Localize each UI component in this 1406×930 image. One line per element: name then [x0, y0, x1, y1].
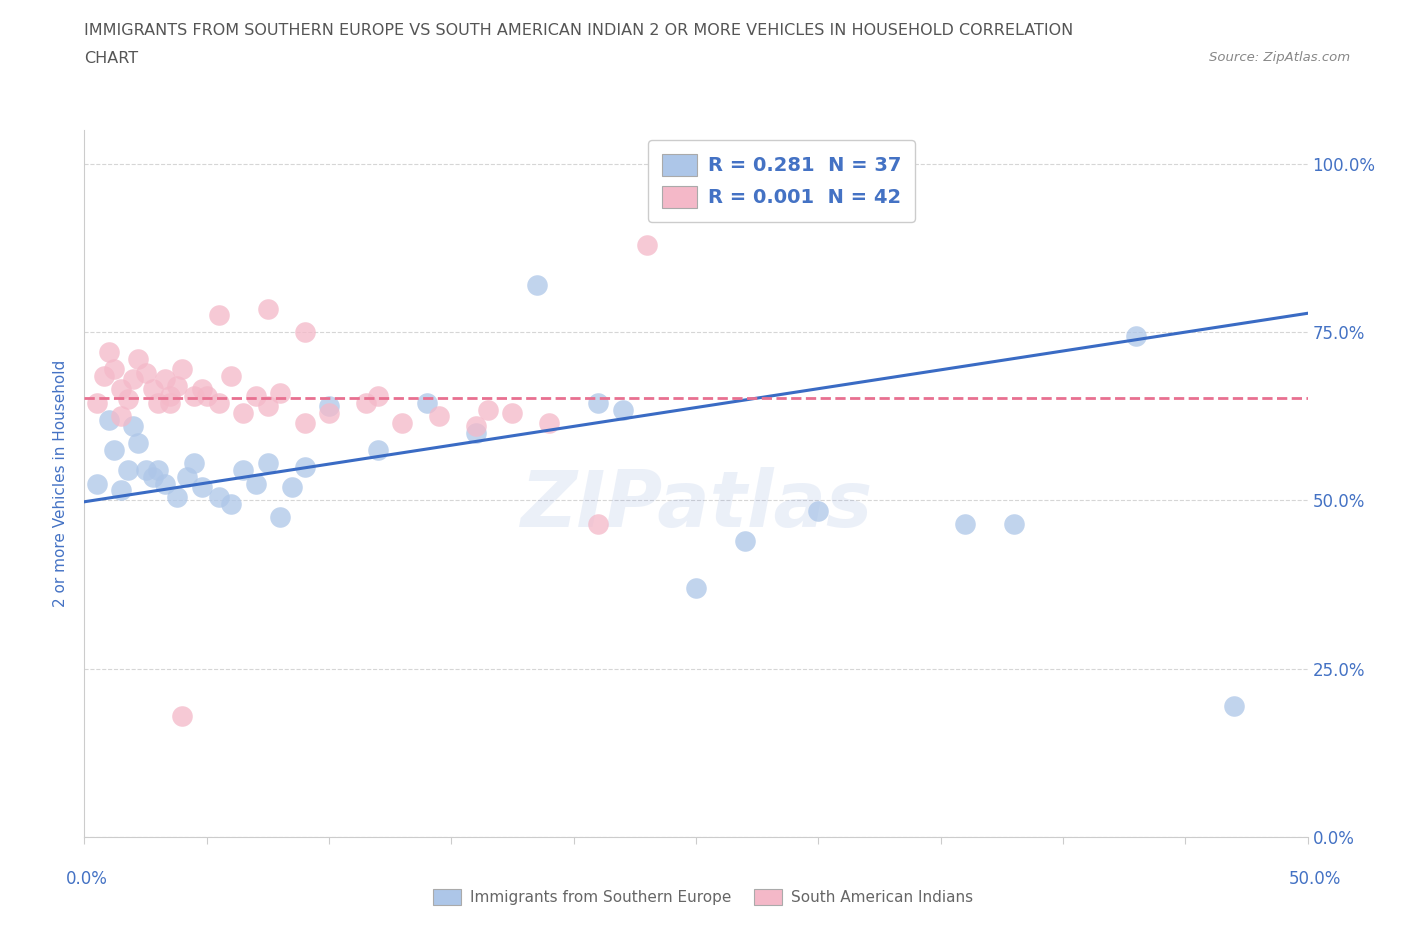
Point	[464, 418, 486, 433]
Point	[294, 459, 316, 474]
Text: ZIPatlas: ZIPatlas	[520, 467, 872, 543]
Legend: R = 0.281  N = 37, R = 0.001  N = 42: R = 0.281 N = 37, R = 0.001 N = 42	[648, 140, 915, 221]
Point	[1125, 328, 1147, 343]
Point	[110, 483, 132, 498]
Point	[269, 510, 291, 525]
Point	[146, 463, 169, 478]
Point	[195, 389, 218, 404]
Point	[219, 368, 242, 383]
Point	[502, 405, 524, 420]
Point	[318, 399, 340, 414]
Point	[208, 308, 231, 323]
Legend: Immigrants from Southern Europe, South American Indians: Immigrants from Southern Europe, South A…	[426, 882, 980, 913]
Point	[166, 379, 188, 393]
Point	[146, 395, 169, 410]
Point	[122, 372, 145, 387]
Point	[807, 503, 830, 518]
Point	[86, 476, 108, 491]
Point	[208, 395, 231, 410]
Point	[110, 382, 132, 397]
Point	[464, 426, 486, 441]
Point	[135, 365, 157, 380]
Point	[153, 476, 176, 491]
Point	[685, 580, 707, 595]
Point	[526, 277, 548, 292]
Point	[219, 497, 242, 512]
Point	[191, 480, 214, 495]
Point	[172, 362, 194, 377]
Point	[159, 389, 181, 404]
Text: IMMIGRANTS FROM SOUTHERN EUROPE VS SOUTH AMERICAN INDIAN 2 OR MORE VEHICLES IN H: IMMIGRANTS FROM SOUTHERN EUROPE VS SOUTH…	[84, 23, 1074, 38]
Point	[117, 392, 139, 407]
Point	[586, 516, 609, 531]
Point	[294, 416, 316, 431]
Point	[232, 463, 254, 478]
Point	[586, 395, 609, 410]
Point	[127, 436, 149, 451]
Point	[1223, 698, 1246, 713]
Point	[1002, 516, 1025, 531]
Point	[153, 372, 176, 387]
Text: CHART: CHART	[84, 51, 138, 66]
Point	[245, 476, 267, 491]
Point	[97, 345, 120, 360]
Point	[142, 470, 165, 485]
Point	[391, 416, 413, 431]
Point	[953, 516, 976, 531]
Point	[122, 418, 145, 433]
Point	[354, 395, 377, 410]
Point	[538, 416, 561, 431]
Point	[477, 402, 499, 417]
Point	[257, 399, 280, 414]
Point	[86, 395, 108, 410]
Point	[612, 402, 634, 417]
Y-axis label: 2 or more Vehicles in Household: 2 or more Vehicles in Household	[53, 360, 69, 607]
Point	[127, 352, 149, 366]
Text: Source: ZipAtlas.com: Source: ZipAtlas.com	[1209, 51, 1350, 64]
Point	[245, 389, 267, 404]
Point	[257, 456, 280, 471]
Point	[142, 382, 165, 397]
Point	[93, 368, 115, 383]
Point	[103, 362, 125, 377]
Point	[281, 480, 304, 495]
Point	[183, 456, 205, 471]
Point	[172, 709, 194, 724]
Point	[269, 385, 291, 400]
Point	[117, 463, 139, 478]
Point	[294, 325, 316, 339]
Point	[183, 389, 205, 404]
Point	[636, 237, 658, 252]
Point	[159, 395, 181, 410]
Text: 0.0%: 0.0%	[66, 870, 108, 888]
Point	[97, 412, 120, 427]
Point	[208, 489, 231, 504]
Point	[416, 395, 439, 410]
Point	[103, 443, 125, 458]
Point	[734, 534, 756, 549]
Text: 50.0%: 50.0%	[1288, 870, 1341, 888]
Point	[176, 470, 198, 485]
Point	[191, 382, 214, 397]
Point	[427, 409, 450, 424]
Point	[257, 301, 280, 316]
Point	[367, 389, 389, 404]
Point	[135, 463, 157, 478]
Point	[232, 405, 254, 420]
Point	[166, 489, 188, 504]
Point	[318, 405, 340, 420]
Point	[110, 409, 132, 424]
Point	[367, 443, 389, 458]
